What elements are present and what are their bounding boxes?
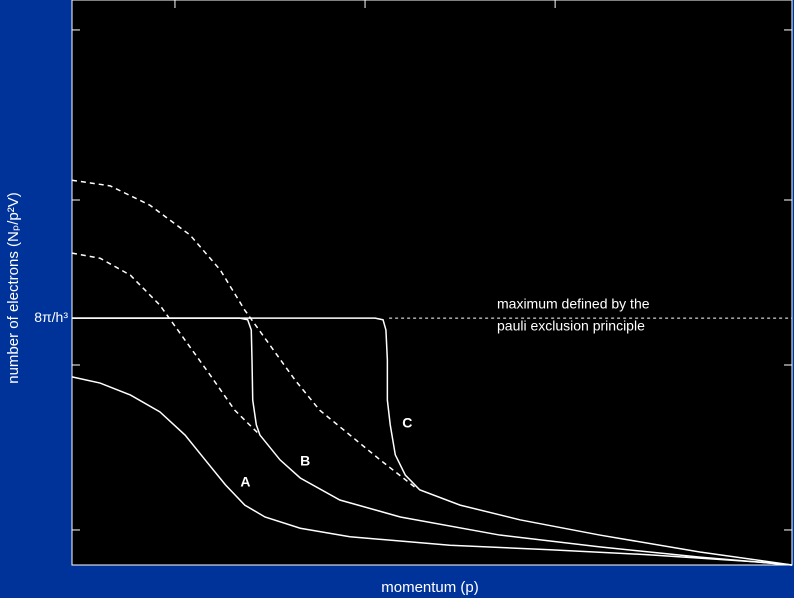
curve-label: C	[402, 415, 412, 431]
x-axis-label: momentum (p)	[381, 579, 479, 596]
dashed-curve	[71, 252, 261, 436]
curve	[71, 376, 793, 566]
annotation: pauli exclusion principle	[497, 318, 645, 334]
curve-label: A	[240, 473, 250, 489]
curve	[72, 317, 793, 566]
plot-area	[71, 0, 793, 566]
curve	[72, 317, 793, 566]
annotation: maximum defined by the	[497, 296, 650, 312]
curve-label: B	[300, 453, 310, 469]
y-axis-label: number of electrons (Nₚ/p²V)	[5, 192, 22, 384]
dashed-curve	[71, 179, 416, 488]
y-tick-label: 8π/h³	[34, 309, 68, 325]
